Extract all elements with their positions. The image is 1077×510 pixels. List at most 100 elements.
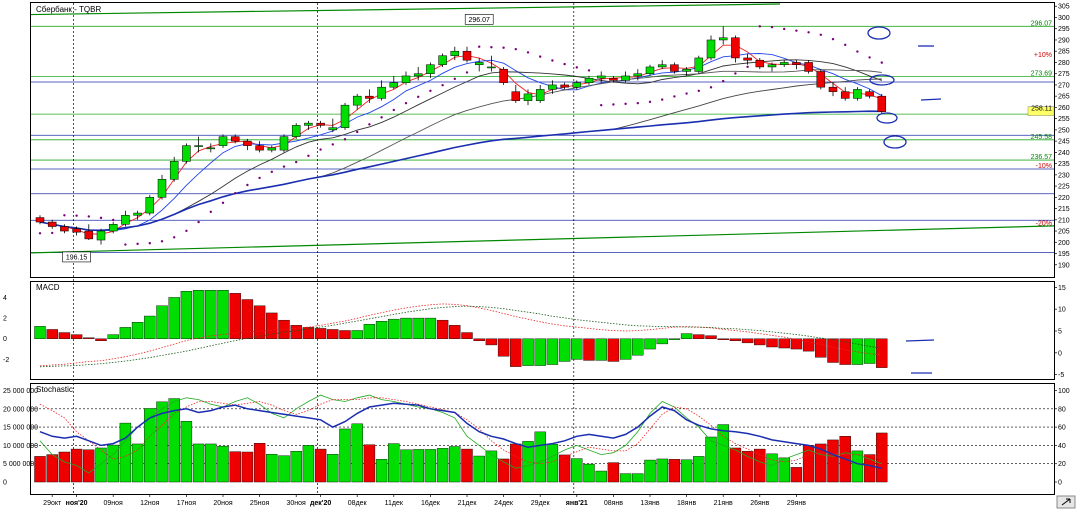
volume-bar bbox=[644, 459, 656, 483]
x-tick-label: 20ноя bbox=[213, 500, 233, 507]
candle bbox=[670, 64, 679, 72]
price-panel-border bbox=[30, 2, 1055, 278]
y-tick-label: 220 bbox=[1058, 195, 1070, 202]
extreme-callout-label: 196.15 bbox=[66, 254, 88, 261]
trend-line bbox=[30, 3, 781, 16]
stochastic-panel: 0 5 000 000 10 000 000 15 000 000 20 000 000… bbox=[3, 388, 1070, 487]
candle bbox=[682, 68, 691, 72]
sar-dot bbox=[258, 176, 261, 180]
sar-dot bbox=[282, 165, 286, 168]
volume-bar bbox=[497, 458, 510, 483]
macd-left-tick-label: -2 bbox=[3, 357, 9, 364]
macd-bar bbox=[632, 338, 644, 356]
volume-bar bbox=[327, 453, 339, 483]
sar-dot bbox=[478, 45, 481, 48]
volume-tick-label: 25 000 000 bbox=[3, 388, 38, 395]
volume-bar bbox=[192, 443, 205, 483]
sar-dot bbox=[722, 79, 725, 83]
volume-bar bbox=[693, 456, 705, 483]
macd-bar bbox=[705, 335, 717, 339]
x-tick-label: 25ноя bbox=[250, 500, 270, 507]
stochastic-line bbox=[39, 394, 882, 474]
sar-dot bbox=[270, 170, 273, 174]
x-tick-label: 09ноя bbox=[104, 500, 124, 507]
price-level-label: 296.07 bbox=[1031, 20, 1053, 27]
macd-bar bbox=[619, 338, 632, 360]
volume-bar bbox=[668, 459, 681, 483]
candle bbox=[767, 64, 777, 68]
moving-average-line bbox=[39, 44, 882, 235]
sar-dot bbox=[795, 29, 798, 32]
candle bbox=[328, 127, 338, 131]
macd-bar bbox=[400, 317, 412, 339]
volume-bar bbox=[863, 454, 876, 483]
volume-bar bbox=[229, 451, 241, 483]
macd-left-tick-label: 2 bbox=[3, 316, 7, 323]
macd-bar bbox=[46, 329, 58, 339]
x-tick-label: 08янв bbox=[604, 500, 623, 507]
macd-bar bbox=[473, 338, 485, 342]
stochastic-line bbox=[39, 402, 882, 470]
macd-bar bbox=[339, 330, 351, 339]
stochastic-title: Stochastic bbox=[36, 385, 73, 394]
volume-bar bbox=[168, 398, 180, 483]
candle bbox=[377, 86, 386, 99]
sar-dot bbox=[624, 102, 627, 106]
volume-bar bbox=[278, 455, 290, 483]
macd-bar bbox=[180, 291, 193, 339]
stochastic-right-tick-label: 100 bbox=[1058, 388, 1070, 395]
sar-dot bbox=[465, 71, 469, 74]
macd-bar bbox=[802, 338, 815, 352]
volume-bar bbox=[876, 432, 888, 483]
sar-dot bbox=[502, 46, 505, 49]
macd-bar bbox=[656, 338, 668, 345]
sar-dot bbox=[124, 243, 127, 246]
candle bbox=[511, 91, 521, 101]
volume-bar bbox=[754, 448, 766, 483]
x-tick-label: 13янв bbox=[640, 500, 659, 507]
candle bbox=[450, 50, 460, 56]
candle bbox=[72, 228, 81, 233]
macd-bar bbox=[351, 330, 363, 339]
macd-bar bbox=[156, 305, 168, 339]
x-tick-label: 29янв bbox=[787, 500, 806, 507]
volume-bar bbox=[266, 453, 278, 483]
sar-dot bbox=[51, 231, 54, 235]
macd-bar bbox=[363, 324, 376, 339]
candle bbox=[804, 62, 813, 72]
volume-bar bbox=[217, 445, 229, 483]
macd-bar bbox=[70, 334, 83, 339]
scroll-button[interactable] bbox=[1056, 495, 1076, 509]
volume-bar bbox=[790, 467, 803, 483]
macd-right-tick-label: 0 bbox=[1058, 350, 1062, 357]
candle bbox=[584, 77, 594, 83]
sar-dot bbox=[758, 25, 761, 28]
macd-bar bbox=[595, 338, 607, 361]
volume-bar bbox=[131, 443, 144, 483]
volume-bar bbox=[58, 451, 71, 483]
x-tick-label: 29окт bbox=[43, 500, 62, 507]
candle bbox=[645, 66, 655, 74]
volume-bar bbox=[95, 447, 107, 483]
candle bbox=[853, 89, 862, 99]
price-panel: 1901952002052102152202252302352402452502… bbox=[30, 3, 1070, 494]
macd-bar bbox=[119, 327, 132, 339]
extreme-callout-box bbox=[464, 14, 494, 25]
macd-bar bbox=[253, 305, 266, 339]
candle bbox=[291, 125, 301, 137]
volume-bar bbox=[107, 444, 119, 483]
macd-bar bbox=[717, 338, 729, 340]
sar-dot bbox=[575, 66, 578, 69]
volume-bar bbox=[144, 408, 156, 483]
volume-bar bbox=[546, 444, 559, 483]
macd-right-tick-label: 15 bbox=[1058, 285, 1066, 292]
y-tick-label: 250 bbox=[1058, 127, 1070, 134]
volume-bar bbox=[339, 428, 351, 483]
y-tick-label: 295 bbox=[1058, 26, 1070, 33]
macd-bar bbox=[754, 338, 766, 346]
sar-dot bbox=[856, 50, 859, 53]
macd-bar bbox=[461, 332, 473, 339]
sar-dot bbox=[734, 72, 737, 75]
price-level-label: -20% bbox=[1036, 221, 1052, 228]
